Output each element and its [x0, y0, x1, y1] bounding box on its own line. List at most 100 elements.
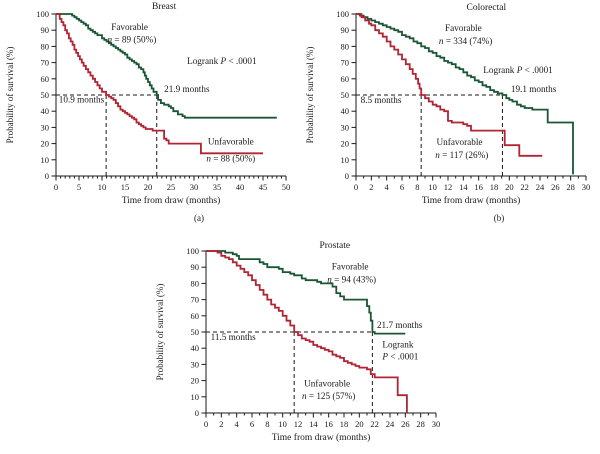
annotation: 21.7 months	[377, 320, 423, 330]
annotation: 19.1 months	[511, 84, 557, 94]
annotation: Logrank P < .0001	[187, 56, 257, 66]
unfavorable-curve	[56, 13, 263, 155]
x-tick-label: 30	[582, 182, 591, 192]
x-tick-label: 0	[354, 182, 358, 192]
annotation: n = 89 (50%)	[107, 34, 156, 44]
x-tick-label: 0	[204, 419, 208, 429]
y-axis-label: Probability of survival (%)	[155, 284, 165, 381]
y-tick-label: 100	[186, 246, 199, 256]
x-tick-label: 22	[520, 182, 529, 192]
y-tick-label: 50	[41, 90, 50, 100]
panel-title: Breast	[152, 2, 177, 12]
annotation: Unfavorable	[437, 137, 483, 147]
x-tick-label: 28	[566, 182, 575, 192]
y-tick-label: 20	[341, 139, 350, 149]
x-tick-label: 2	[369, 182, 373, 192]
bottom-row: 0 2 4 6 8 10 12 14 16 18 20 22 24 26 28 30 0 10 20 30 40 50 60…	[150, 227, 600, 454]
annotation: n = 117 (26%)	[435, 150, 488, 160]
y-tick-label: 60	[191, 311, 200, 321]
x-tick-label: 6	[250, 419, 254, 429]
y-tick-label: 10	[191, 392, 200, 402]
x-tick-label: 26	[401, 419, 410, 429]
y-tick-label: 0	[195, 408, 199, 418]
y-tick-label: 80	[341, 41, 350, 51]
unfavorable-curve	[206, 250, 408, 413]
y-tick-label: 30	[41, 122, 50, 132]
y-tick-label: 90	[191, 262, 200, 272]
x-tick-label: 12	[294, 419, 303, 429]
x-tick-label: 0	[54, 182, 58, 192]
unfavorable-curve	[356, 13, 543, 157]
x-tick-label: 6	[400, 182, 404, 192]
x-tick-label: 16	[324, 419, 333, 429]
top-row: 0 5 10 15 20 25 30 35 40 45 50 0 10 20 30 40 50 60 70 80 90 1…	[5, 0, 600, 227]
annotation: Favorable	[332, 262, 369, 272]
x-tick-label: 26	[551, 182, 560, 192]
y-tick-label: 10	[341, 155, 350, 165]
y-tick-label: 90	[41, 25, 50, 35]
y-axis-label: Probability of survival (%)	[305, 47, 315, 144]
panel-letter: (b)	[494, 213, 505, 223]
annotation: n = 334 (74%)	[439, 36, 492, 46]
annotation: Unfavorable	[208, 136, 254, 146]
annotation: n = 88 (50%)	[206, 153, 255, 163]
x-tick-label: 30	[190, 182, 199, 192]
x-tick-label: 24	[536, 182, 545, 192]
x-tick-label: 24	[386, 419, 395, 429]
x-tick-label: 14	[309, 419, 318, 429]
x-tick-label: 20	[505, 182, 514, 192]
y-tick-label: 0	[45, 171, 49, 181]
annotation: Favorable	[445, 23, 482, 33]
x-tick-label: 30	[432, 419, 441, 429]
y-tick-label: 30	[191, 359, 200, 369]
annotation: 21.9 months	[164, 84, 210, 94]
breast-survival-chart: 0 5 10 15 20 25 30 35 40 45 50 0 10 20 30 40 50 60 70 80 90 1…	[5, 2, 291, 223]
y-tick-label: 60	[41, 74, 50, 84]
x-tick-label: 20	[144, 182, 153, 192]
annotation: 8.5 months	[361, 95, 402, 105]
panel-title: Prostate	[319, 241, 350, 251]
annotation: n = 94 (43%)	[327, 275, 376, 285]
x-tick-label: 50	[282, 182, 291, 192]
x-tick-label: 18	[490, 182, 499, 192]
x-tick-label: 14	[459, 182, 468, 192]
favorable-curve	[56, 13, 277, 119]
x-axis-label: Time from draw (months)	[272, 432, 371, 443]
x-tick-label: 22	[370, 419, 379, 429]
x-tick-label: 4	[235, 419, 240, 429]
x-tick-label: 8	[415, 182, 419, 192]
x-tick-label: 16	[474, 182, 483, 192]
colorectal-survival-chart: 0 2 4 6 8 10 12 14 16 18 20 22 24 26 28 300102030405060…	[305, 3, 591, 223]
annotation: Logrank P < .0001	[483, 65, 553, 75]
x-tick-label: 15	[121, 182, 130, 192]
y-tick-label: 20	[191, 376, 200, 386]
x-tick-label: 12	[444, 182, 453, 192]
y-axis-label: Probability of survival (%)	[5, 47, 15, 144]
y-tick-label: 100	[36, 9, 49, 19]
x-tick-label: 45	[259, 182, 268, 192]
y-tick-label: 10	[41, 155, 50, 165]
x-tick-label: 10	[278, 419, 287, 429]
annotation: Favorable	[111, 22, 148, 32]
annotation: 10.9 months	[59, 94, 105, 104]
x-axis-label: Time from draw (months)	[122, 195, 221, 206]
annotation: Unfavorable	[304, 378, 350, 388]
y-tick-label: 70	[41, 58, 50, 68]
prostate-survival-chart: 0 2 4 6 8 10 12 14 16 18 20 22 24 26 28 300102030405060…	[155, 241, 441, 443]
x-tick-label: 28	[416, 419, 425, 429]
x-axis-label: Time from draw (months)	[422, 195, 521, 206]
y-tick-label: 0	[345, 171, 349, 181]
x-tick-label: 35	[213, 182, 222, 192]
annotation: P < .0001	[381, 352, 418, 362]
y-tick-label: 20	[41, 139, 50, 149]
x-tick-label: 10	[428, 182, 437, 192]
panel-colorectal: 0 2 4 6 8 10 12 14 16 18 20 22 24 26 28 30 0 10 20 30 40 50 60…	[300, 0, 600, 227]
panel-letter: (a)	[194, 213, 204, 223]
x-tick-label: 8	[265, 419, 269, 429]
x-tick-label: 18	[340, 419, 349, 429]
favorable-curve	[206, 250, 406, 335]
annotation: Logrank	[382, 339, 414, 349]
y-tick-label: 40	[341, 106, 350, 116]
x-tick-label: 20	[355, 419, 364, 429]
